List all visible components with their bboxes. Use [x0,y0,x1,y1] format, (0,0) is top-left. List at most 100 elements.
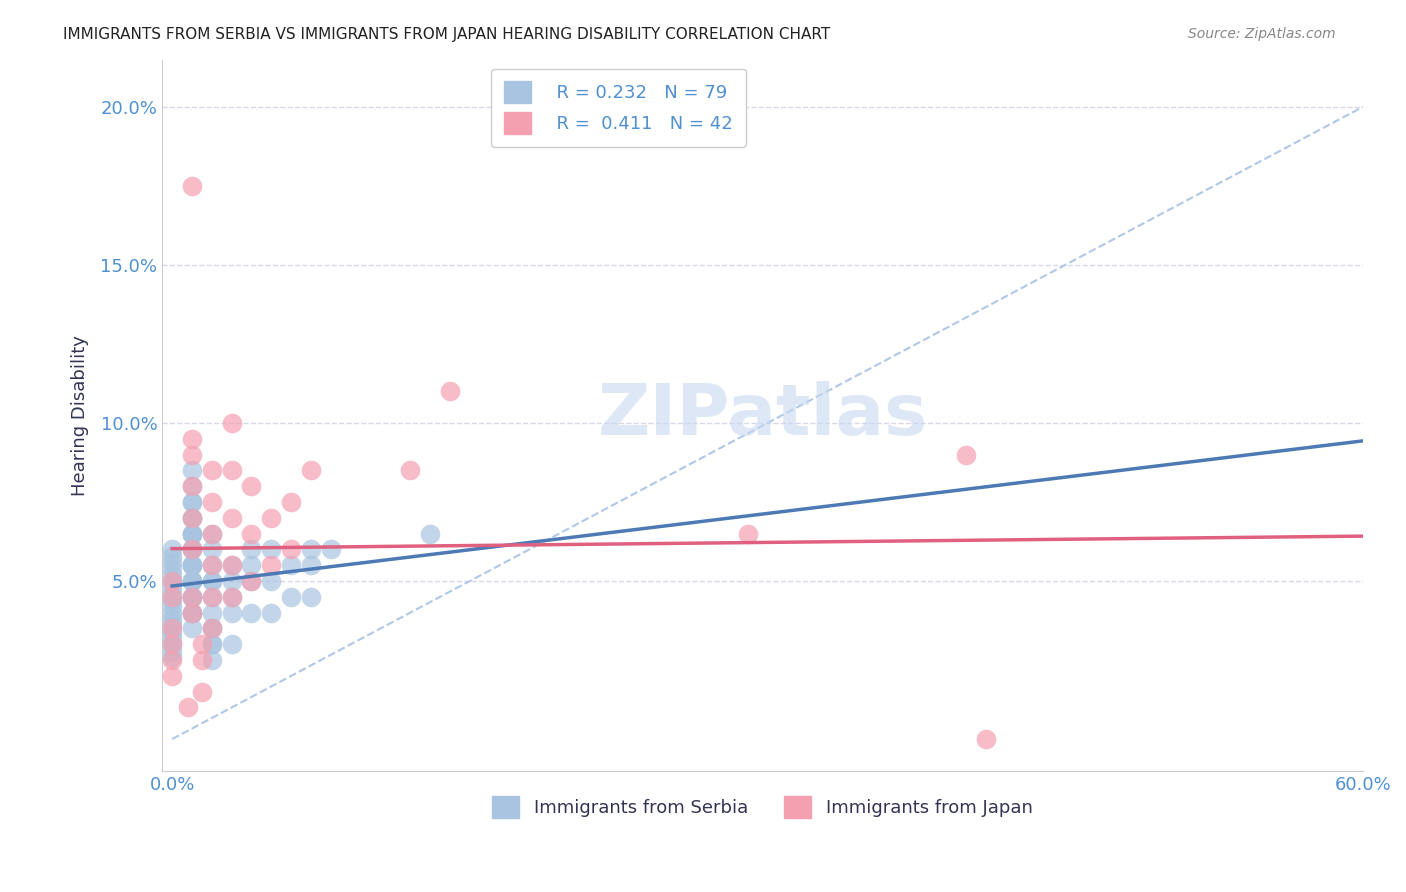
Point [181,590,204,604]
Text: Source: ZipAtlas.com: Source: ZipAtlas.com [1188,27,1336,41]
Point [221,574,243,588]
Point [160,561,183,575]
Point [177,700,200,714]
Point [221,590,243,604]
Point [181,558,204,573]
Point [160,631,183,645]
Point [240,526,263,541]
Point [160,542,183,557]
Point [201,542,224,557]
Point [280,542,302,557]
Text: IMMIGRANTS FROM SERBIA VS IMMIGRANTS FROM JAPAN HEARING DISABILITY CORRELATION C: IMMIGRANTS FROM SERBIA VS IMMIGRANTS FRO… [63,27,831,42]
Point [160,574,183,588]
Point [240,574,263,588]
Point [181,558,204,573]
Point [181,606,204,620]
Point [299,558,322,573]
Point [160,593,183,607]
Point [737,526,759,541]
Point [260,542,283,557]
Point [419,526,441,541]
Point [299,542,322,557]
Y-axis label: Hearing Disability: Hearing Disability [72,334,89,496]
Point [181,495,204,509]
Point [201,637,224,651]
Point [181,574,204,588]
Point [201,653,224,667]
Point [260,606,283,620]
Point [191,653,214,667]
Point [160,587,183,601]
Point [181,479,204,493]
Point [181,511,204,525]
Point [160,669,183,683]
Point [221,637,243,651]
Point [160,590,183,604]
Point [201,495,224,509]
Point [399,463,422,477]
Point [181,542,204,557]
Point [201,622,224,636]
Point [319,542,342,557]
Point [160,649,183,664]
Point [181,558,204,573]
Point [181,526,204,541]
Point [160,574,183,588]
Point [221,590,243,604]
Point [181,590,204,604]
Point [201,590,224,604]
Point [240,558,263,573]
Point [240,606,263,620]
Point [181,574,204,588]
Point [260,574,283,588]
Point [181,495,204,509]
Point [201,558,224,573]
Point [181,590,204,604]
Legend: Immigrants from Serbia, Immigrants from Japan: Immigrants from Serbia, Immigrants from … [485,789,1040,826]
Point [181,558,204,573]
Point [240,542,263,557]
Point [201,526,224,541]
Point [974,732,997,747]
Point [181,511,204,525]
Point [181,590,204,604]
Point [201,590,224,604]
Point [181,179,204,194]
Point [181,606,204,620]
Point [181,606,204,620]
Point [201,622,224,636]
Point [201,463,224,477]
Point [221,511,243,525]
Point [181,526,204,541]
Point [160,637,183,651]
Point [181,463,204,477]
Point [201,526,224,541]
Point [201,606,224,620]
Point [221,558,243,573]
Point [181,590,204,604]
Point [181,526,204,541]
Point [160,653,183,667]
Point [955,448,977,462]
Point [181,542,204,557]
Point [201,558,224,573]
Point [160,606,183,620]
Point [181,606,204,620]
Point [160,555,183,569]
Point [160,637,183,651]
Point [280,558,302,573]
Point [181,606,204,620]
Point [181,542,204,557]
Point [201,637,224,651]
Point [160,643,183,657]
Point [191,637,214,651]
Point [260,558,283,573]
Point [299,590,322,604]
Point [181,432,204,446]
Point [260,511,283,525]
Point [181,448,204,462]
Point [221,606,243,620]
Point [201,622,224,636]
Point [160,622,183,636]
Point [240,574,263,588]
